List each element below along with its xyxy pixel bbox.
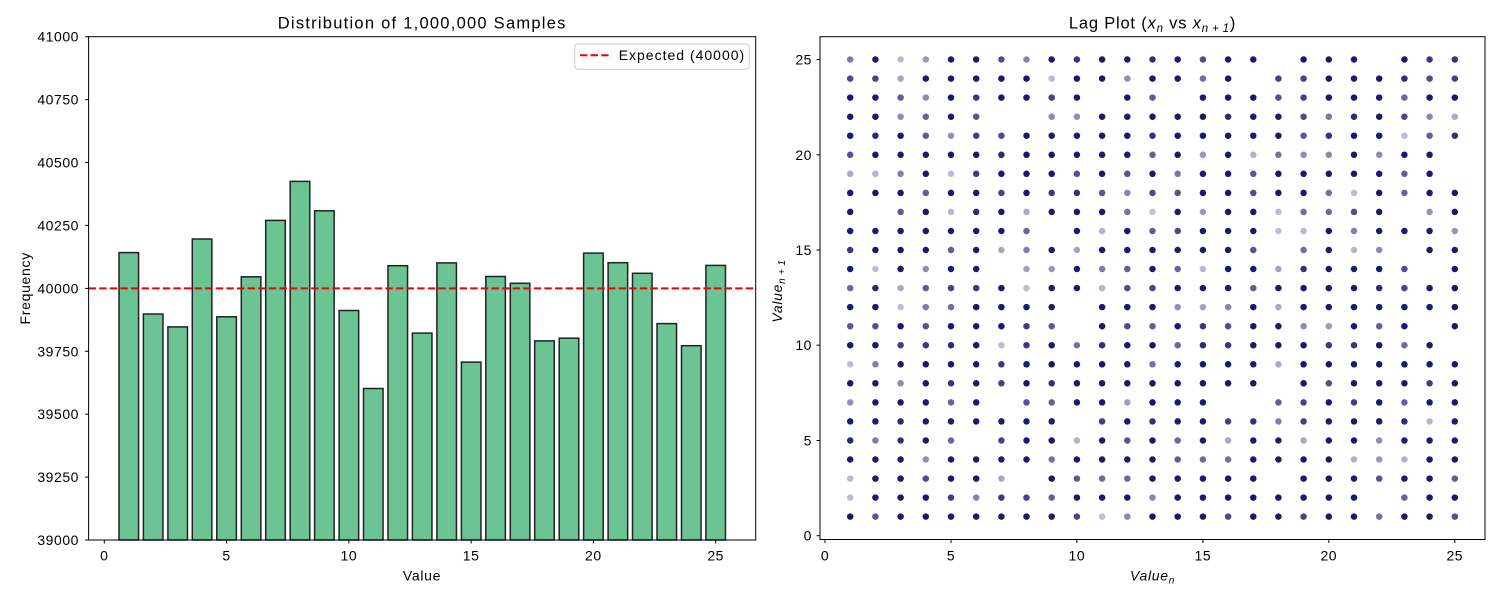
svg-text:Expected (40000): Expected (40000)	[619, 47, 746, 63]
svg-text:20: 20	[795, 147, 812, 163]
svg-text:Distribution of 1,000,000 Samp: Distribution of 1,000,000 Samples	[278, 14, 567, 32]
svg-text:5: 5	[947, 548, 955, 564]
svg-text:10: 10	[341, 548, 358, 564]
svg-text:Valuen: Valuen	[1130, 568, 1175, 587]
svg-text:Frequency: Frequency	[17, 252, 33, 324]
svg-text:39750: 39750	[37, 343, 79, 359]
svg-text:20: 20	[1320, 548, 1337, 564]
svg-text:15: 15	[463, 548, 480, 564]
svg-text:20: 20	[585, 548, 602, 564]
svg-text:0: 0	[804, 528, 812, 544]
svg-text:5: 5	[222, 548, 230, 564]
svg-text:25: 25	[1446, 548, 1463, 564]
svg-text:25: 25	[795, 52, 812, 68]
svg-text:15: 15	[1195, 548, 1212, 564]
svg-text:40500: 40500	[37, 155, 79, 171]
svg-text:40000: 40000	[37, 280, 79, 296]
svg-text:40750: 40750	[37, 92, 79, 108]
svg-text:0: 0	[100, 548, 108, 564]
svg-text:15: 15	[795, 242, 812, 258]
svg-text:41000: 41000	[37, 29, 79, 45]
svg-text:39000: 39000	[37, 532, 79, 548]
svg-text:Lag Plot (xn vs xn + 1): Lag Plot (xn vs xn + 1)	[1069, 14, 1236, 35]
svg-text:25: 25	[707, 548, 724, 564]
svg-text:Value: Value	[403, 568, 441, 584]
svg-text:40250: 40250	[37, 217, 79, 233]
svg-text:39250: 39250	[37, 469, 79, 485]
svg-text:39500: 39500	[37, 406, 79, 422]
svg-text:0: 0	[821, 548, 829, 564]
svg-text:10: 10	[1069, 548, 1086, 564]
svg-text:10: 10	[795, 337, 812, 353]
svg-text:5: 5	[804, 433, 812, 449]
